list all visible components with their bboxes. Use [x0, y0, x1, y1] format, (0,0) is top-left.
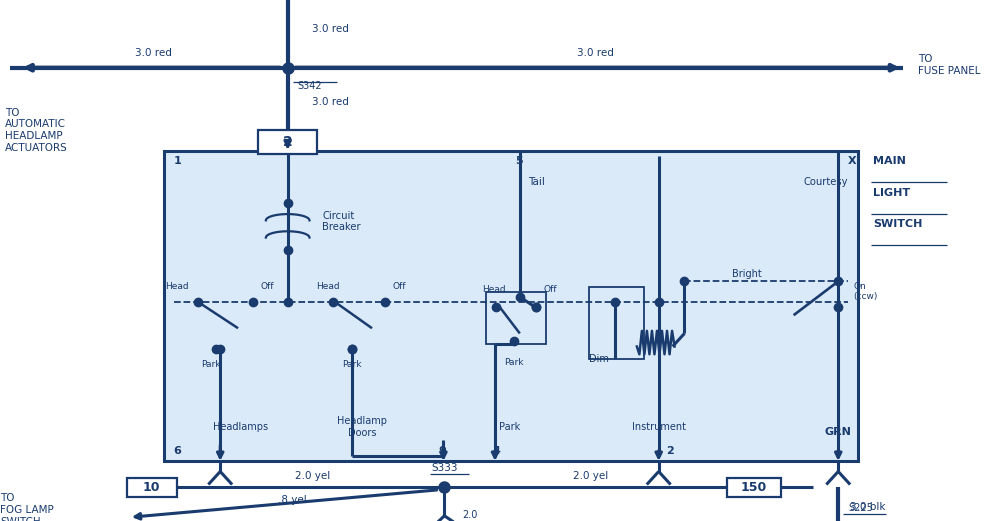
Text: 4: 4	[492, 446, 500, 456]
Text: Headlamp
Doors: Headlamp Doors	[337, 416, 387, 438]
Text: LIGHT: LIGHT	[873, 188, 910, 197]
Text: 2.0
yel: 2.0 yel	[462, 510, 477, 521]
Text: 2.0 yel: 2.0 yel	[295, 470, 330, 481]
Bar	[727, 478, 781, 497]
Text: Off: Off	[544, 284, 558, 294]
Text: 6: 6	[174, 446, 182, 456]
Text: 3.0 red: 3.0 red	[312, 23, 349, 34]
Text: SWITCH: SWITCH	[873, 219, 923, 229]
Text: Off: Off	[393, 282, 407, 291]
Text: Park: Park	[342, 360, 362, 369]
Text: TO
FOG LAMP
SWITCH
(Optional): TO FOG LAMP SWITCH (Optional)	[0, 493, 54, 521]
Text: 1: 1	[174, 156, 182, 166]
Text: 3.0 red: 3.0 red	[312, 96, 349, 107]
Text: 10: 10	[143, 481, 161, 493]
Bar	[258, 130, 317, 154]
Bar	[589, 287, 644, 359]
Text: 2.0 yel: 2.0 yel	[572, 470, 608, 481]
Text: Tail: Tail	[528, 177, 545, 187]
Bar	[164, 151, 858, 461]
Text: Off: Off	[261, 282, 275, 291]
Text: Dim: Dim	[589, 354, 609, 364]
Text: Head: Head	[316, 282, 340, 291]
Text: Headlamps: Headlamps	[212, 422, 268, 432]
Text: X: X	[848, 156, 857, 166]
Text: 3.0 red: 3.0 red	[135, 48, 173, 58]
Text: S225: S225	[848, 503, 873, 513]
Text: Park: Park	[504, 357, 524, 367]
Text: Bright: Bright	[732, 268, 762, 279]
Text: On
(ccw): On (ccw)	[853, 282, 878, 302]
Text: Circuit
Breaker: Circuit Breaker	[322, 210, 361, 232]
Text: Park: Park	[499, 422, 521, 432]
Text: 150: 150	[741, 481, 767, 493]
Text: Instrument: Instrument	[632, 422, 685, 432]
Text: MAIN: MAIN	[873, 156, 906, 166]
Text: 9: 9	[438, 446, 446, 456]
Text: 2: 2	[667, 446, 675, 456]
Text: 3.0 blk: 3.0 blk	[850, 502, 886, 512]
Text: Park: Park	[201, 360, 221, 369]
Text: GRN: GRN	[824, 427, 852, 438]
Text: S342: S342	[298, 81, 322, 91]
Bar	[486, 292, 546, 344]
Text: Head: Head	[165, 282, 188, 291]
Text: .8 yel: .8 yel	[279, 495, 307, 505]
Text: TO
AUTOMATIC
HEADLAMP
ACTUATORS: TO AUTOMATIC HEADLAMP ACTUATORS	[5, 108, 67, 153]
Text: Head: Head	[482, 284, 506, 294]
Bar	[127, 478, 177, 497]
Text: S333: S333	[432, 463, 457, 473]
Text: 5: 5	[515, 156, 523, 166]
Text: 2: 2	[283, 135, 293, 149]
Text: 3.0 red: 3.0 red	[576, 48, 614, 58]
Text: TO
FUSE PANEL: TO FUSE PANEL	[918, 54, 980, 76]
Text: Courtesy: Courtesy	[804, 177, 848, 188]
